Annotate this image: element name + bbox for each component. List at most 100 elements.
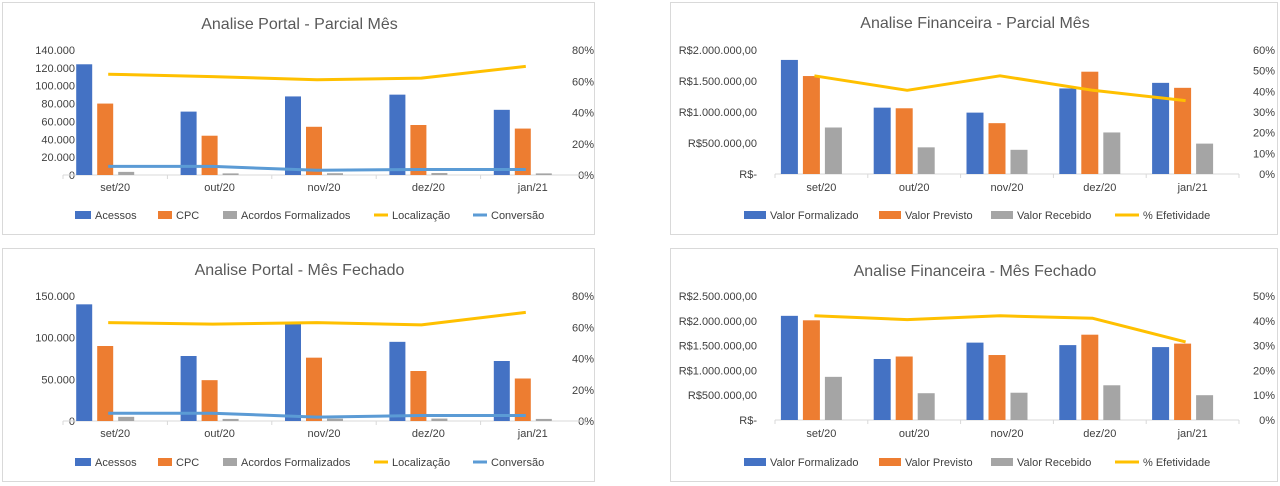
- bar-acordos-formalizados: [327, 418, 343, 421]
- y-tick-label: R$500.000,00: [688, 138, 757, 150]
- bar-acessos: [493, 361, 510, 421]
- y2-tick-label: 40%: [572, 354, 594, 366]
- bar-cpc: [97, 103, 114, 175]
- y2-tick-label: 10%: [1253, 390, 1275, 402]
- bar-acordos-formalizados: [327, 173, 343, 175]
- y2-tick-label: 80%: [572, 45, 594, 57]
- x-tick-label: nov/20: [990, 182, 1023, 194]
- y-tick-label: 0: [69, 170, 75, 182]
- y2-tick-label: 40%: [1253, 86, 1275, 98]
- x-tick-label: nov/20: [307, 428, 340, 440]
- bar-valor-previsto: [802, 76, 820, 174]
- y2-tick-label: 30%: [1253, 341, 1275, 353]
- legend-label: Acordos Formalizados: [241, 210, 351, 222]
- bar-valor-formalizado: [1152, 82, 1170, 174]
- y2-tick-label: 0%: [1259, 169, 1275, 181]
- bar-acessos: [493, 109, 510, 175]
- legend-label: Localização: [392, 457, 450, 469]
- bar-cpc: [201, 135, 218, 175]
- y-tick-label: R$500.000,00: [688, 390, 757, 402]
- y-tick-label: R$2.000.000,00: [679, 45, 757, 57]
- legend-label: Valor Formalizado: [770, 210, 858, 222]
- y-tick-label: R$1.500.000,00: [679, 76, 757, 88]
- bar-valor-previsto: [1081, 71, 1099, 174]
- y-tick-label: 0: [69, 416, 75, 428]
- y2-tick-label: 40%: [572, 108, 594, 120]
- bar-valor-previsto: [895, 108, 913, 174]
- x-tick-label: jan/21: [1177, 182, 1208, 194]
- bar-acessos: [389, 341, 406, 421]
- legend-swatch-valor-formalizado: [744, 458, 766, 466]
- y2-tick-label: 60%: [1253, 45, 1275, 57]
- y-tick-label: 120.000: [35, 63, 75, 75]
- bar-cpc: [514, 128, 531, 175]
- bar-cpc: [410, 125, 427, 175]
- y-tick-label: 50.000: [41, 374, 75, 386]
- y-tick-label: R$1.500.000,00: [679, 341, 757, 353]
- bar-acessos: [180, 111, 197, 175]
- bar-valor-recebido: [1010, 392, 1028, 420]
- y2-tick-label: 60%: [572, 76, 594, 88]
- chart-title: Analise Financeira - Parcial Mês: [860, 15, 1089, 32]
- legend-swatch-acessos: [75, 458, 91, 466]
- y2-tick-label: 20%: [572, 385, 594, 397]
- chart-portal-parcial: Analise Portal - Parcial Mês 0 20.000 40.00…: [35, 16, 594, 222]
- chart-panel-financeira-parcial: Analise Financeira - Parcial Mês R$- R$500…: [670, 2, 1278, 235]
- y-tick-label: R$1.000.000,00: [679, 107, 757, 119]
- y2-tick-label: 80%: [572, 291, 594, 303]
- line-efetividade: [814, 74, 1186, 103]
- bar-valor-previsto: [1081, 334, 1099, 420]
- legend-swatch-acordos-formalizados: [223, 458, 237, 466]
- bar-acessos: [389, 94, 406, 175]
- x-tick-label: out/20: [204, 428, 235, 440]
- bar-valor-previsto: [988, 355, 1006, 420]
- bar-acordos-formalizados: [118, 416, 135, 421]
- legend-swatch-valor-recebido: [991, 458, 1013, 466]
- bar-acessos: [285, 322, 301, 421]
- bar-cpc: [514, 378, 531, 421]
- x-tick-label: set/20: [806, 182, 836, 194]
- legend-label: Conversão: [491, 457, 544, 469]
- legend-label: Valor Previsto: [905, 457, 973, 469]
- x-tick-label: jan/21: [517, 428, 548, 440]
- chart-title: Analise Portal - Parcial Mês: [201, 16, 398, 33]
- legend-label: Valor Recebido: [1017, 457, 1091, 469]
- bar-acessos: [285, 96, 301, 175]
- bar-valor-recebido: [917, 147, 935, 174]
- x-tick-label: out/20: [204, 182, 235, 194]
- bar-acordos-formalizados: [222, 173, 239, 175]
- chart-title: Analise Financeira - Mês Fechado: [854, 263, 1097, 280]
- x-tick-label: set/20: [806, 428, 836, 440]
- bar-valor-previsto: [988, 123, 1006, 174]
- x-tick-label: out/20: [899, 428, 930, 440]
- bar-valor-recebido: [917, 393, 935, 420]
- bar-cpc: [410, 371, 427, 421]
- line-localizacao: [108, 64, 526, 82]
- bar-acordos-formalizados: [535, 418, 552, 421]
- bar-valor-recebido: [1103, 132, 1121, 174]
- y2-tick-label: 60%: [572, 322, 594, 334]
- y-tick-label: 40.000: [41, 134, 75, 146]
- bar-valor-formalizado: [1152, 347, 1170, 420]
- x-tick-label: dez/20: [412, 428, 445, 440]
- legend-label: Valor Recebido: [1017, 210, 1091, 222]
- y2-tick-label: 20%: [1253, 128, 1275, 140]
- x-tick-label: dez/20: [1083, 428, 1116, 440]
- legend-label: Acessos: [95, 210, 137, 222]
- y-tick-label: 100.000: [35, 333, 75, 345]
- bar-acordos-formalizados: [222, 418, 239, 421]
- bar-valor-formalizado: [873, 358, 891, 420]
- legend-swatch-acordos-formalizados: [223, 211, 237, 219]
- legend-label: % Efetividade: [1143, 210, 1210, 222]
- bar-cpc: [306, 357, 322, 421]
- x-tick-label: jan/21: [1177, 428, 1208, 440]
- y-tick-label: 20.000: [41, 152, 75, 164]
- bar-valor-formalizado: [780, 59, 798, 174]
- bar-valor-formalizado: [1059, 88, 1077, 174]
- y-tick-label: 60.000: [41, 116, 75, 128]
- legend-swatch-valor-previsto: [879, 458, 901, 466]
- bar-valor-recebido: [1196, 143, 1214, 174]
- bar-valor-formalizado: [966, 112, 984, 174]
- chart-panel-portal-fechado: Analise Portal - Mês Fechado 0 50.000 100.0…: [2, 248, 595, 482]
- bar-cpc: [306, 126, 322, 175]
